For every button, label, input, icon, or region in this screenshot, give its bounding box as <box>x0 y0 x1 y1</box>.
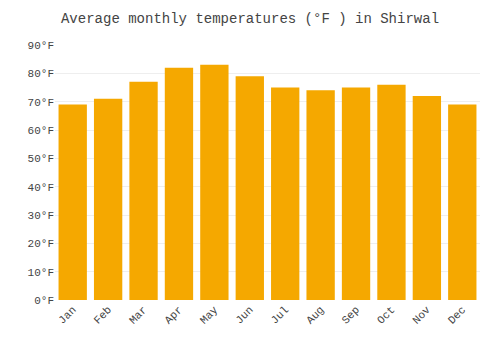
svg-text:Average monthly temperatures (: Average monthly temperatures (°F ) in Sh… <box>61 11 439 27</box>
svg-text:Jan: Jan <box>56 304 78 326</box>
svg-text:30°F: 30°F <box>28 210 54 222</box>
svg-text:Sep: Sep <box>340 304 362 326</box>
svg-text:Feb: Feb <box>92 304 114 326</box>
svg-text:20°F: 20°F <box>28 238 54 250</box>
svg-text:Nov: Nov <box>410 304 433 327</box>
svg-text:40°F: 40°F <box>28 182 54 194</box>
svg-text:Dec: Dec <box>446 304 468 326</box>
svg-text:50°F: 50°F <box>28 153 54 165</box>
svg-text:Oct: Oct <box>375 304 397 326</box>
svg-text:Aug: Aug <box>304 304 326 326</box>
svg-text:Jul: Jul <box>269 304 291 326</box>
svg-text:90°F: 90°F <box>28 40 54 52</box>
svg-text:Apr: Apr <box>162 304 184 326</box>
svg-text:0°F: 0°F <box>34 295 54 307</box>
svg-text:80°F: 80°F <box>28 68 54 80</box>
svg-text:Mar: Mar <box>127 304 149 326</box>
svg-text:60°F: 60°F <box>28 125 54 137</box>
svg-text:10°F: 10°F <box>28 267 54 279</box>
svg-text:70°F: 70°F <box>28 97 54 109</box>
svg-text:May: May <box>198 304 221 327</box>
svg-text:Jun: Jun <box>233 304 255 326</box>
